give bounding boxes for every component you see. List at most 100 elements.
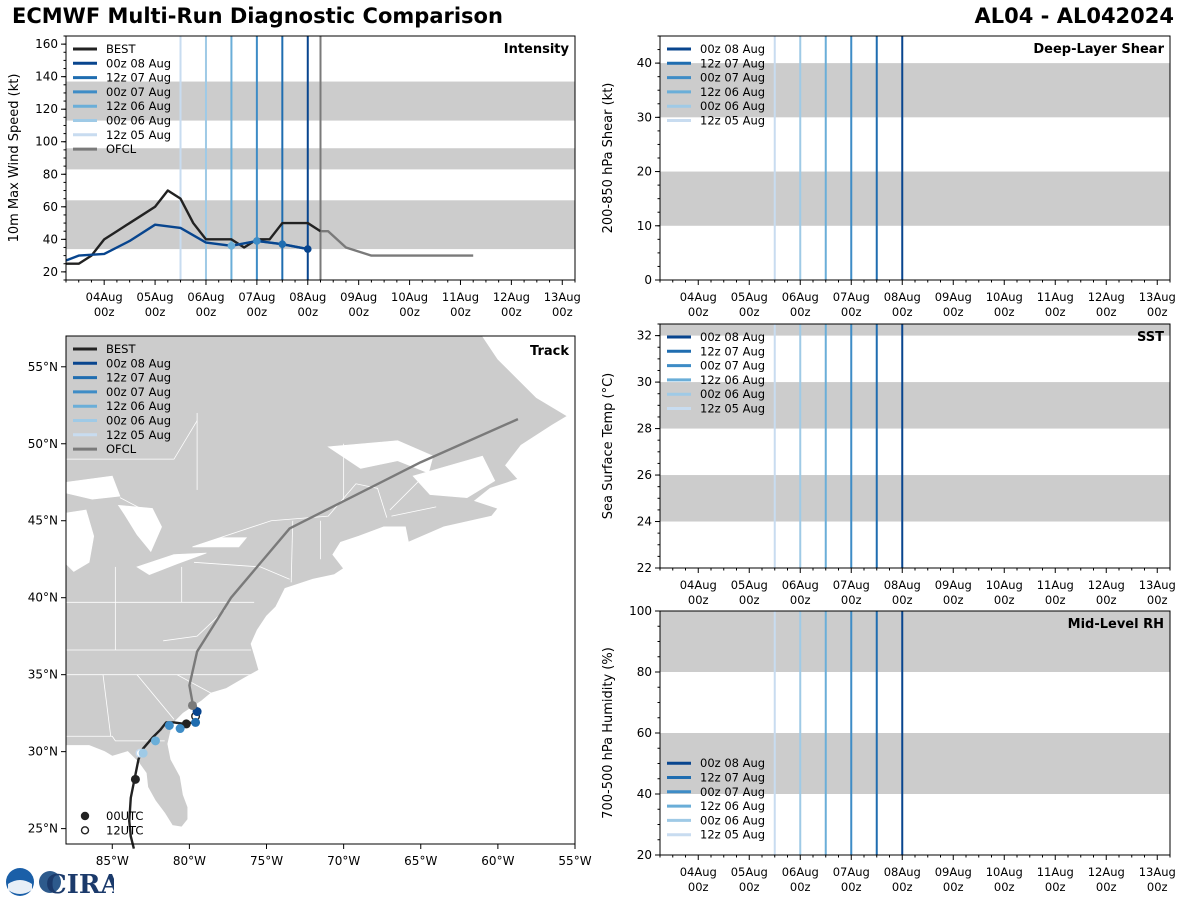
shear-xtick-label: 00z — [1096, 305, 1117, 319]
intensity-xtick-label: 00z — [297, 305, 318, 319]
track-xtick-label: 70°W — [327, 854, 360, 868]
shear-legend-label: 12z 05 Aug — [700, 114, 765, 128]
rh-xtick-label: 00z — [1147, 880, 1168, 894]
shear-ytick-label: 10 — [637, 219, 652, 233]
sst-xtick-label: 08Aug — [884, 578, 921, 592]
track-ytick-label: 50°N — [28, 437, 58, 451]
sst-ytick-label: 28 — [637, 422, 652, 436]
cira-logo-text: CIRA — [46, 870, 114, 898]
track-ytick-label: 35°N — [28, 668, 58, 682]
intensity-xtick-label: 00z — [552, 305, 573, 319]
intensity-xtick-label: 13Aug — [544, 290, 581, 304]
sst-xtick-label: 00z — [688, 593, 709, 607]
rh-xtick-label: 00z — [688, 880, 709, 894]
shear-ytick-label: 0 — [644, 273, 652, 287]
track-ytick-label: 40°N — [28, 591, 58, 605]
intensity-legend-label: 00z 07 Aug — [106, 85, 171, 99]
shear-ytick-label: 40 — [637, 56, 652, 70]
shear-xtick-label: 00z — [790, 305, 811, 319]
sst-xtick-label: 13Aug — [1139, 578, 1176, 592]
track-legend-label: 12z 05 Aug — [106, 428, 171, 442]
rh-legend-label: 00z 06 Aug — [700, 813, 765, 827]
rh-legend-label: 00z 08 Aug — [700, 756, 765, 770]
track-ytick-label: 25°N — [28, 822, 58, 836]
sst-ylabel: Sea Surface Temp (°C) — [601, 373, 616, 520]
shear-xtick-label: 00z — [994, 305, 1015, 319]
shear-legend-label: 00z 07 Aug — [700, 71, 765, 85]
shear-panel: 01020304004Aug00z05Aug00z06Aug00z07Aug00… — [601, 35, 1176, 319]
intensity-ytick-label: 160 — [35, 37, 58, 51]
intensity-xtick-label: 00z — [196, 305, 217, 319]
intensity-ytick-label: 100 — [35, 135, 58, 149]
shear-xtick-label: 04Aug — [680, 290, 717, 304]
intensity-xtick-label: 00z — [247, 305, 268, 319]
sst-band — [660, 382, 1170, 429]
rh-xtick-label: 00z — [739, 880, 760, 894]
intensity-title: Intensity — [504, 42, 570, 57]
track-xtick-label: 60°W — [481, 854, 514, 868]
sst-xtick-label: 00z — [1096, 593, 1117, 607]
rh-legend-label: 00z 07 Aug — [700, 785, 765, 799]
intensity-legend-label: 00z 08 Aug — [106, 56, 171, 70]
shear-band — [660, 171, 1170, 226]
shear-title: Deep-Layer Shear — [1033, 42, 1164, 57]
shear-ytick-label: 30 — [637, 110, 652, 124]
track-xtick-label: 65°W — [404, 854, 437, 868]
sst-xtick-label: 12Aug — [1088, 578, 1125, 592]
intensity-legend-label: 12z 06 Aug — [106, 99, 171, 113]
intensity-xtick-label: 06Aug — [187, 290, 224, 304]
sst-xtick-label: 00z — [790, 593, 811, 607]
intensity-legend-label: 12z 07 Aug — [106, 71, 171, 85]
intensity-xtick-label: 05Aug — [137, 290, 174, 304]
shear-ytick-label: 20 — [637, 165, 652, 179]
intensity-ytick-label: 120 — [35, 102, 58, 116]
sst-xtick-label: 00z — [841, 593, 862, 607]
track-xtick-label: 55°W — [558, 854, 591, 868]
shear-xtick-label: 08Aug — [884, 290, 921, 304]
rh-ytick-label: 60 — [637, 726, 652, 740]
intensity-xtick-label: 00z — [501, 305, 522, 319]
track-ytick-label: 45°N — [28, 514, 58, 528]
track-xtick-label: 85°W — [96, 854, 129, 868]
track-title: Track — [530, 344, 569, 359]
rh-xtick-label: 04Aug — [680, 865, 717, 879]
intensity-xtick-label: 04Aug — [86, 290, 123, 304]
shear-xtick-label: 13Aug — [1139, 290, 1176, 304]
rh-ytick-label: 20 — [637, 848, 652, 862]
intensity-ytick-label: 40 — [43, 232, 58, 246]
rh-ytick-label: 100 — [629, 604, 652, 618]
intensity-legend-label: 12z 05 Aug — [106, 128, 171, 142]
intensity-point — [278, 240, 287, 249]
intensity-xtick-label: 07Aug — [238, 290, 275, 304]
shear-xtick-label: 11Aug — [1037, 290, 1074, 304]
sst-legend-label: 12z 06 Aug — [700, 373, 765, 387]
sst-xtick-label: 04Aug — [680, 578, 717, 592]
sst-legend-label: 00z 07 Aug — [700, 359, 765, 373]
intensity-panel: 2040608010012014016004Aug00z05Aug00z06Au… — [7, 35, 581, 319]
state-border — [66, 735, 165, 742]
track-legend-label: 00z 06 Aug — [106, 414, 171, 428]
sst-ytick-label: 22 — [637, 561, 652, 575]
rh-xtick-label: 09Aug — [935, 865, 972, 879]
track-marker-legend-icon — [80, 826, 90, 835]
shear-xtick-label: 10Aug — [986, 290, 1023, 304]
intensity-ytick-label: 20 — [43, 265, 58, 279]
sst-ytick-label: 24 — [637, 515, 652, 529]
intensity-series-line — [66, 189, 322, 265]
rh-xtick-label: 13Aug — [1139, 865, 1176, 879]
sst-xtick-label: 05Aug — [731, 578, 768, 592]
intensity-series-line — [320, 229, 474, 257]
rh-band — [660, 733, 1170, 794]
track-ytick-label: 55°N — [28, 360, 58, 374]
rh-legend-label: 12z 07 Aug — [700, 771, 765, 785]
track-legend-label: 00z 07 Aug — [106, 385, 171, 399]
sst-ytick-label: 26 — [637, 468, 652, 482]
track-point — [191, 717, 201, 727]
rh-xtick-label: 00z — [994, 880, 1015, 894]
state-border — [102, 674, 112, 737]
rh-xtick-label: 00z — [943, 880, 964, 894]
state-border — [136, 674, 175, 720]
rh-panel: 2040608010004Aug00z05Aug00z06Aug00z07Aug… — [601, 604, 1176, 894]
shear-xtick-label: 07Aug — [833, 290, 870, 304]
